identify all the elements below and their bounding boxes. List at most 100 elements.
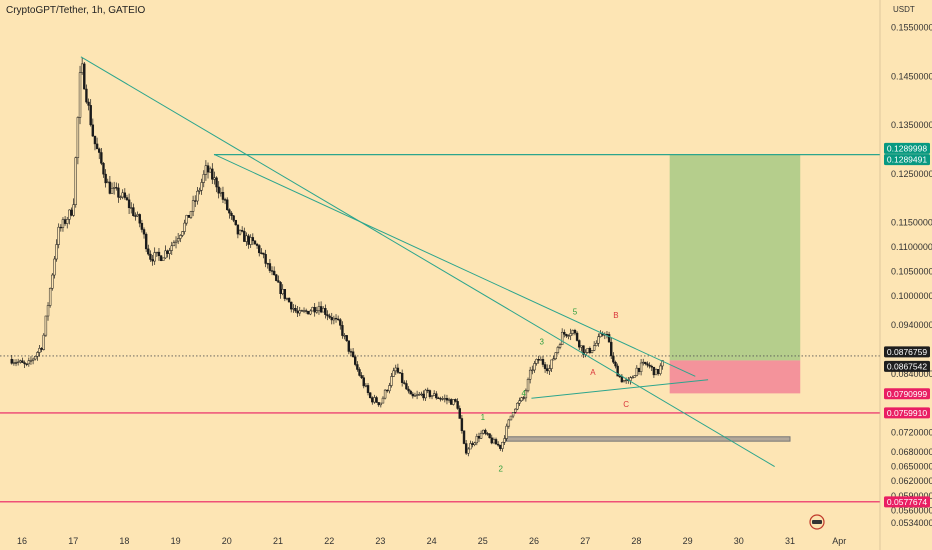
candle-body — [343, 335, 346, 337]
price-tick-label: 0.1450000 — [891, 71, 932, 81]
candle — [292, 304, 295, 313]
candle-body — [268, 263, 272, 271]
candle — [44, 315, 48, 337]
candle-body — [607, 334, 611, 343]
candle — [648, 362, 651, 369]
candle-body — [309, 310, 312, 315]
candle-body — [272, 270, 276, 276]
candle-body — [396, 367, 400, 373]
logo-mark — [812, 520, 822, 524]
wave-label-B: B — [613, 311, 618, 320]
candle — [226, 197, 229, 211]
price-badge: 0.0876759 — [884, 346, 930, 358]
price-badge: 0.1289491 — [884, 154, 930, 166]
candle — [411, 391, 415, 399]
candle-body — [586, 348, 589, 353]
candle-body — [595, 342, 598, 346]
candle — [157, 248, 161, 261]
candle — [518, 397, 521, 407]
candle-body — [34, 356, 37, 360]
candle — [334, 314, 338, 323]
candle — [379, 402, 383, 408]
candle — [560, 328, 564, 345]
candle — [202, 170, 205, 188]
candle-body — [183, 222, 186, 232]
time-tick-label: 27 — [580, 536, 590, 546]
candle-body — [582, 345, 585, 355]
candle — [494, 437, 498, 445]
candle-body — [78, 72, 82, 118]
candle — [635, 365, 639, 377]
candle — [469, 440, 472, 450]
candle — [492, 437, 496, 444]
candle — [543, 362, 547, 373]
candle-body — [479, 432, 483, 439]
candle — [550, 359, 553, 373]
candle — [34, 355, 37, 361]
candle — [63, 215, 67, 226]
candle-body — [460, 418, 464, 431]
candle-body — [228, 209, 231, 214]
candle-body — [95, 143, 99, 150]
candle — [360, 372, 363, 379]
candle — [200, 178, 203, 195]
price-tick-label: 0.0720000 — [891, 427, 932, 437]
candle — [428, 389, 432, 399]
candle — [100, 147, 103, 166]
candle — [620, 374, 624, 383]
candle — [558, 342, 562, 350]
candle-body — [492, 439, 496, 444]
candle — [371, 396, 374, 405]
price-badge-bg — [884, 142, 930, 154]
candle — [80, 58, 84, 75]
candle-body — [616, 365, 619, 377]
candle — [272, 266, 276, 276]
candle-body — [85, 88, 88, 103]
candle — [394, 364, 397, 375]
candle-body — [336, 318, 340, 321]
candle — [115, 182, 118, 191]
candle — [554, 352, 557, 361]
candle-body — [194, 200, 197, 202]
candle — [25, 363, 28, 367]
candles — [10, 58, 664, 457]
candle-body — [27, 360, 31, 365]
candle — [232, 214, 235, 223]
candle — [191, 195, 195, 217]
candle — [324, 304, 327, 319]
candle — [287, 297, 291, 303]
trade-zones — [505, 154, 801, 442]
candle — [294, 304, 297, 313]
candle-body — [642, 361, 645, 364]
candle — [330, 312, 333, 325]
candle — [475, 433, 479, 446]
candle-body — [76, 117, 80, 158]
candle-body — [83, 63, 86, 90]
candle-body — [123, 192, 127, 198]
candle — [251, 233, 255, 246]
candle — [215, 176, 218, 193]
candle-body — [362, 377, 365, 387]
time-tick-label: 16 — [17, 536, 27, 546]
candle — [53, 255, 56, 279]
candle-body — [258, 245, 261, 254]
candle — [659, 363, 662, 376]
trendlines — [80, 56, 775, 467]
candle — [595, 340, 598, 347]
time-tick-label: 30 — [734, 536, 744, 546]
candle-body — [238, 230, 242, 235]
candle — [36, 351, 39, 361]
tradingview-logo-icon — [809, 514, 825, 530]
candle-body — [16, 361, 20, 363]
candle-body — [639, 362, 643, 372]
candle — [255, 242, 259, 249]
candle — [277, 275, 280, 283]
candle-body — [503, 438, 506, 443]
candle-body — [388, 385, 391, 392]
candle-body — [187, 215, 191, 218]
candle-body — [287, 298, 291, 303]
candle-body — [134, 215, 137, 217]
candle-body — [358, 369, 361, 376]
candle-body — [324, 308, 327, 315]
